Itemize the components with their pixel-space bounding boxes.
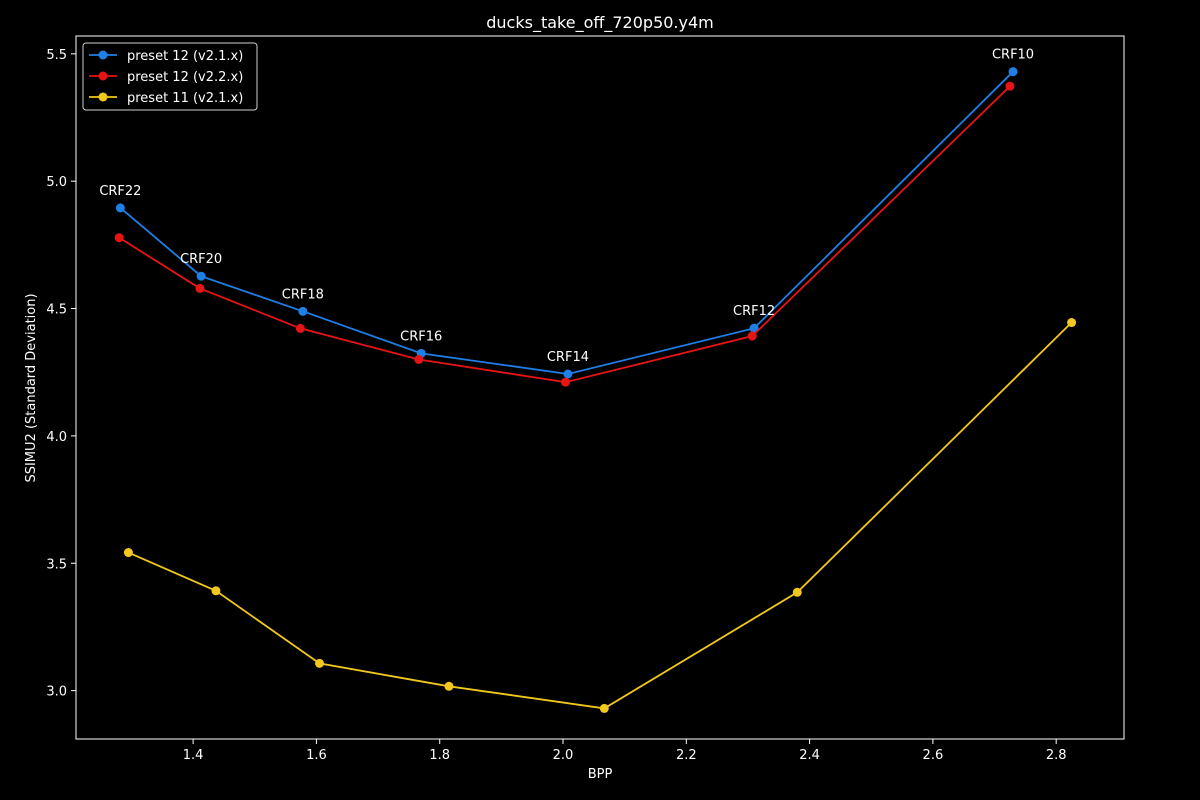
data-point — [195, 284, 204, 293]
legend-swatch-marker — [99, 51, 108, 60]
data-point — [444, 682, 453, 691]
data-point — [600, 704, 609, 713]
legend-label: preset 12 (v2.2.x) — [127, 70, 243, 85]
x-tick-label: 1.6 — [306, 748, 327, 763]
y-tick-label: 4.0 — [46, 430, 67, 445]
x-tick-label: 2.6 — [923, 748, 944, 763]
legend-swatch-marker — [99, 72, 108, 81]
y-tick-label: 5.0 — [46, 175, 67, 190]
y-axis-label: SSIMU2 (Standard Deviation) — [24, 293, 39, 482]
data-point — [1067, 318, 1076, 327]
data-point — [197, 272, 206, 281]
crf-annotation: CRF22 — [99, 184, 141, 199]
crf-annotation: CRF14 — [547, 350, 589, 365]
data-point — [748, 332, 757, 341]
data-point — [298, 307, 307, 316]
data-point — [414, 355, 423, 364]
data-point — [315, 659, 324, 668]
data-point — [211, 586, 220, 595]
x-tick-label: 2.0 — [553, 748, 574, 763]
crf-annotation: CRF16 — [400, 329, 442, 344]
x-tick-label: 2.8 — [1046, 748, 1067, 763]
legend: preset 12 (v2.1.x) preset 12 (v2.2.x) pres… — [83, 43, 257, 110]
legend-label: preset 11 (v2.1.x) — [127, 91, 243, 106]
data-point — [1005, 82, 1014, 91]
data-point — [563, 370, 572, 379]
crf-annotation: CRF10 — [992, 48, 1034, 63]
legend-swatch-marker — [99, 93, 108, 102]
data-point — [561, 378, 570, 387]
data-point — [296, 324, 305, 333]
y-tick-label: 3.0 — [46, 685, 67, 700]
crf-annotation: CRF18 — [282, 287, 324, 302]
y-tick-label: 4.5 — [46, 303, 67, 318]
y-tick-label: 5.5 — [46, 48, 67, 63]
y-tick-label: 3.5 — [46, 557, 67, 572]
x-tick-label: 1.8 — [429, 748, 450, 763]
chart-title: ducks_take_off_720p50.y4m — [486, 13, 714, 33]
crf-annotation: CRF20 — [180, 252, 222, 267]
legend-label: preset 12 (v2.1.x) — [127, 49, 243, 64]
data-point — [116, 203, 125, 212]
x-tick-label: 1.4 — [183, 748, 204, 763]
x-tick-label: 2.2 — [676, 748, 697, 763]
data-point — [1009, 67, 1018, 76]
data-point — [124, 548, 133, 557]
data-point — [115, 233, 124, 242]
data-point — [793, 588, 802, 597]
x-axis-label: BPP — [588, 767, 613, 782]
crf-annotation: CRF12 — [733, 304, 775, 319]
x-tick-label: 2.4 — [799, 748, 820, 763]
